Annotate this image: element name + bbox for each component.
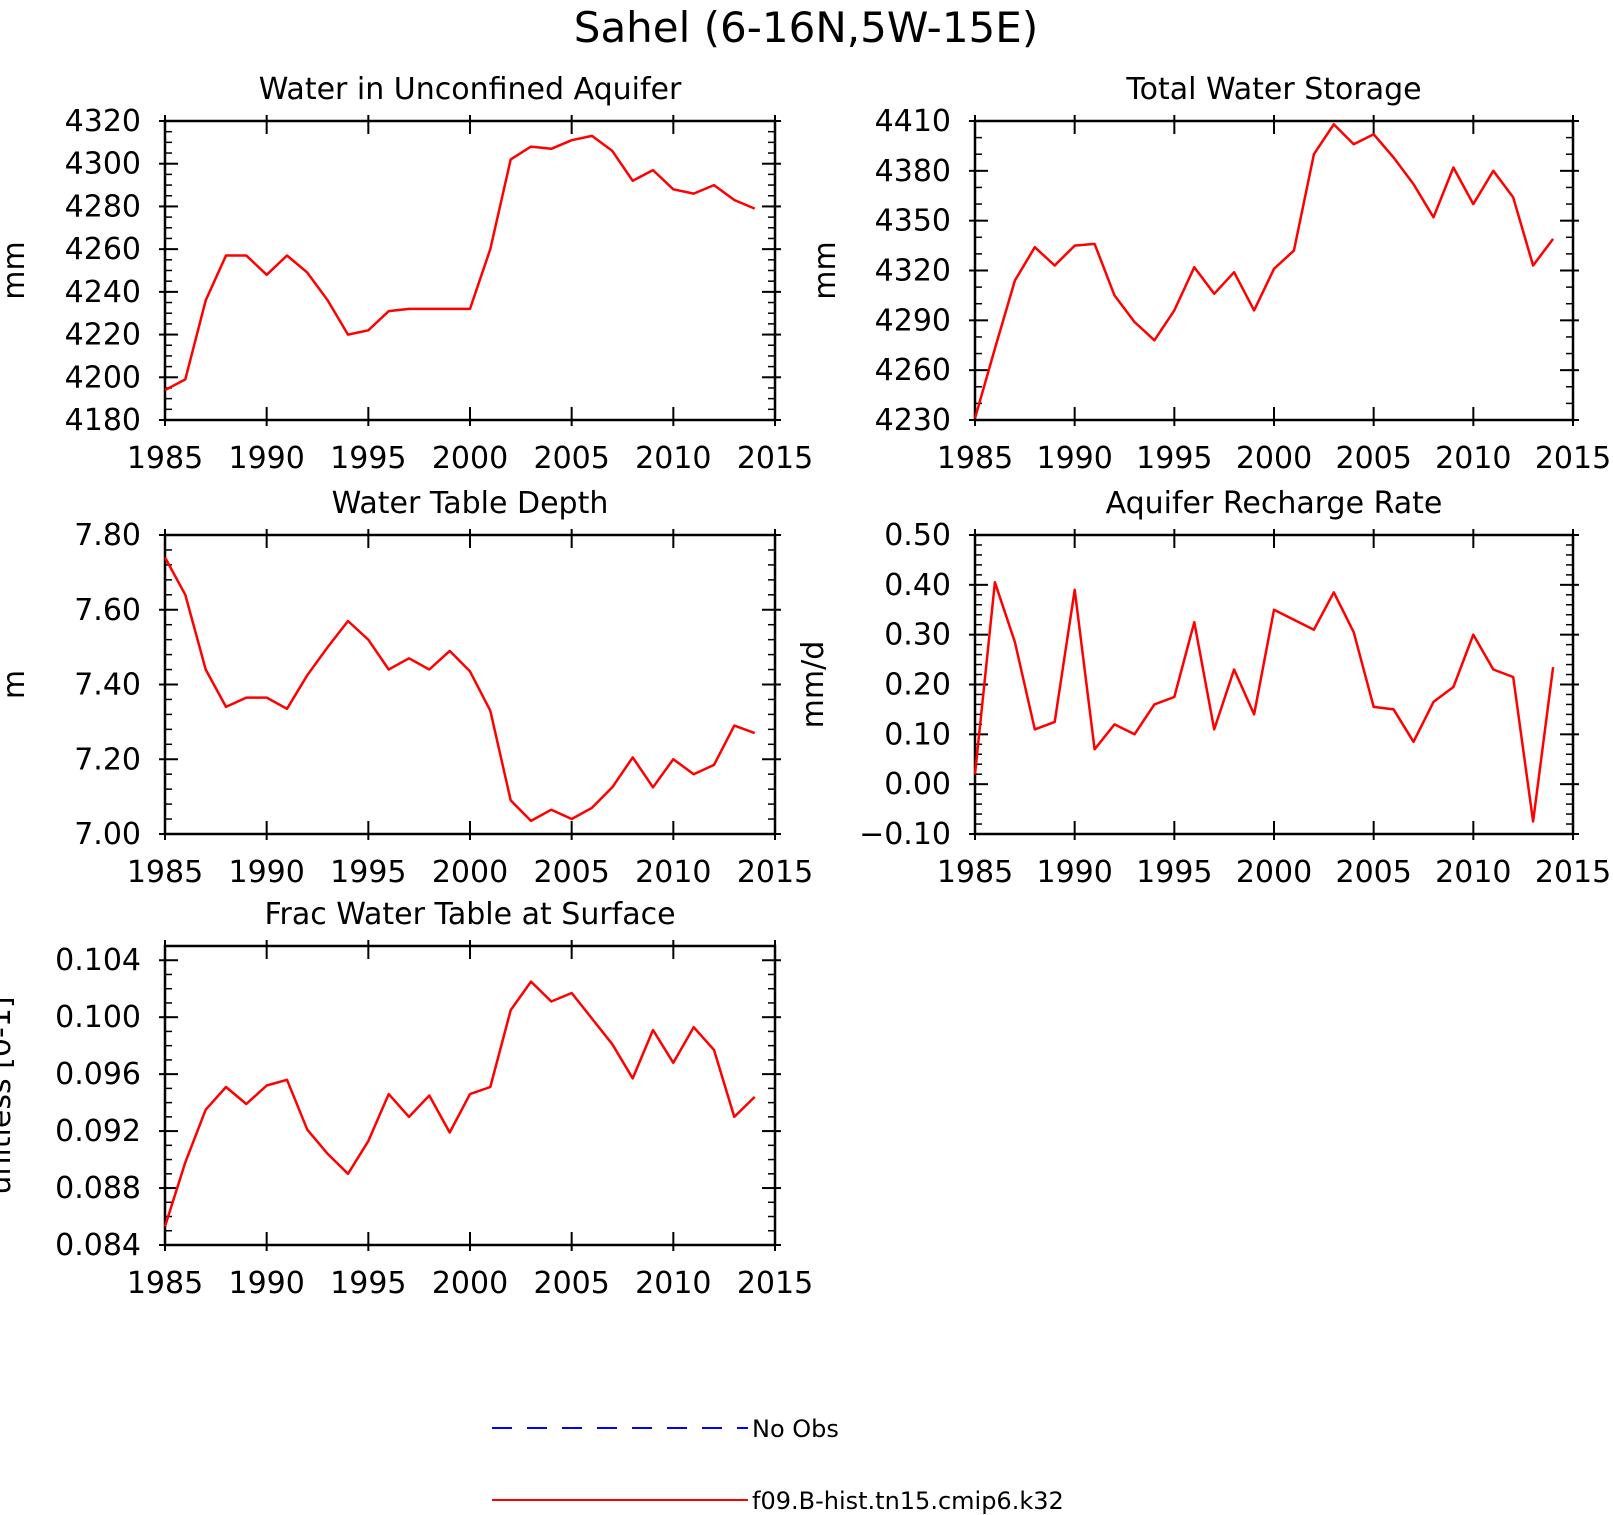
y-tick-label: 4290 (875, 303, 951, 338)
y-tick-label: 0.20 (884, 668, 951, 703)
panels: Water in Unconfined Aquifer 1985 1990 1995 2… (0, 72, 1611, 1301)
series-line (164, 134, 756, 392)
y-tick-label: 0.084 (55, 1228, 141, 1263)
panel-title: Water in Unconfined Aquifer (259, 72, 682, 107)
panel-title: Total Water Storage (1125, 72, 1421, 107)
y-tick-label: 4320 (875, 254, 951, 289)
x-tick-label: 2005 (1335, 441, 1411, 476)
x-tick-label: 2005 (533, 855, 609, 890)
y-axis-label: mm (808, 241, 843, 299)
y-tick-label: 4260 (65, 232, 141, 267)
x-tick-label: 1990 (228, 1266, 304, 1301)
y-tick-label: 4350 (875, 204, 951, 239)
chart-panel-1: Water in Unconfined Aquifer 1985 1990 1995 2… (0, 72, 813, 476)
series-line (973, 581, 1555, 823)
y-tick-label: 4260 (875, 353, 951, 388)
series-line (163, 980, 756, 1227)
y-axis-label: unitless [0-1] (0, 996, 18, 1194)
x-tick-label: 1995 (330, 1266, 406, 1301)
y-tick-label: 4180 (65, 403, 141, 438)
y-axis-label: m (0, 670, 32, 699)
y-tick-label: 0.096 (55, 1057, 141, 1092)
y-tick-label: 0.088 (55, 1171, 141, 1206)
x-tick-label: 2005 (533, 1266, 609, 1301)
y-tick-label: 0.10 (884, 717, 951, 752)
y-tick-label: 7.20 (74, 742, 141, 777)
y-tick-label: 7.40 (74, 668, 141, 703)
y-tick-label: 0.100 (55, 1000, 141, 1035)
x-tick-label: 2010 (635, 441, 711, 476)
plot-frame (163, 119, 777, 422)
x-tick-label: 2015 (737, 855, 813, 890)
x-tick-label: 1995 (1136, 441, 1212, 476)
x-tick-label: 1985 (127, 441, 203, 476)
x-tick-label: 1985 (937, 855, 1013, 890)
x-tick-label: 2005 (1335, 855, 1411, 890)
figure-title: Sahel (6-16N,5W-15E) (574, 3, 1038, 52)
y-tick-label: 0.40 (884, 568, 951, 603)
x-tick-label: 2000 (1236, 441, 1312, 476)
y-tick-label: 7.80 (74, 518, 141, 553)
x-tick-label: 2015 (737, 1266, 813, 1301)
x-tick-label: 1985 (127, 1266, 203, 1301)
x-tick-label: 2010 (635, 1266, 711, 1301)
x-tick-label: 1990 (1036, 855, 1112, 890)
x-tick-label: 2000 (432, 441, 508, 476)
x-tick-label: 1985 (127, 855, 203, 890)
chart-panel-4: Aquifer Recharge Rate 1985 1990 1995 2000 200… (796, 486, 1611, 890)
x-tick-label: 1985 (937, 441, 1013, 476)
y-axis-label: mm/d (796, 641, 831, 729)
x-tick-label: 2015 (737, 441, 813, 476)
chart-panel-5: Frac Water Table at Surface 1985 1990 1995 2… (0, 897, 813, 1301)
x-tick-label: 1990 (228, 441, 304, 476)
y-tick-label: 7.00 (74, 817, 141, 852)
y-tick-label: 4220 (65, 318, 141, 353)
y-tick-label: 4410 (875, 104, 951, 139)
y-tick-label: 0.00 (884, 767, 951, 802)
y-tick-label: 7.60 (74, 593, 141, 628)
x-tick-label: 2000 (432, 855, 508, 890)
x-tick-label: 2005 (533, 441, 609, 476)
x-tick-label: 1995 (1136, 855, 1212, 890)
x-tick-label: 1990 (1036, 441, 1112, 476)
y-tick-label: 4280 (65, 189, 141, 224)
x-tick-label: 2000 (432, 1266, 508, 1301)
y-tick-label: −0.10 (859, 817, 951, 852)
chart-panel-2: Total Water Storage 1985 1990 1995 2000 2005 2… (808, 72, 1611, 476)
legend: No Obs f09.B-hist.tn15.cmip6.k32 (492, 1415, 1064, 1515)
y-tick-label: 0.30 (884, 618, 951, 653)
y-axis-label: mm (0, 241, 32, 299)
y-tick-label: 0.092 (55, 1114, 141, 1149)
legend-label-model: f09.B-hist.tn15.cmip6.k32 (752, 1487, 1064, 1515)
chart-panel-3: Water Table Depth 1985 1990 1995 2000 2005 201… (0, 486, 813, 890)
y-tick-label: 4200 (65, 360, 141, 395)
panel-title: Aquifer Recharge Rate (1106, 486, 1443, 521)
x-tick-label: 2000 (1236, 855, 1312, 890)
x-tick-label: 1995 (330, 855, 406, 890)
x-tick-label: 2015 (1535, 855, 1611, 890)
y-tick-label: 4240 (65, 275, 141, 310)
x-tick-label: 2010 (635, 855, 711, 890)
series-line (163, 556, 756, 823)
plot-frame (163, 533, 777, 836)
x-tick-label: 2015 (1535, 441, 1611, 476)
y-tick-label: 4380 (875, 154, 951, 189)
y-tick-label: 4230 (875, 403, 951, 438)
panel-title: Frac Water Table at Surface (264, 897, 675, 932)
x-tick-label: 1990 (228, 855, 304, 890)
panel-title: Water Table Depth (332, 486, 609, 521)
y-tick-label: 0.104 (55, 943, 141, 978)
x-tick-label: 2010 (1435, 441, 1511, 476)
legend-label-no-obs: No Obs (752, 1415, 839, 1443)
series-line (973, 123, 1555, 419)
x-tick-label: 2010 (1435, 855, 1511, 890)
y-tick-label: 4320 (65, 104, 141, 139)
plot-frame (973, 533, 1575, 836)
x-tick-label: 1995 (330, 441, 406, 476)
y-tick-label: 0.50 (884, 518, 951, 553)
y-tick-label: 4300 (65, 147, 141, 182)
